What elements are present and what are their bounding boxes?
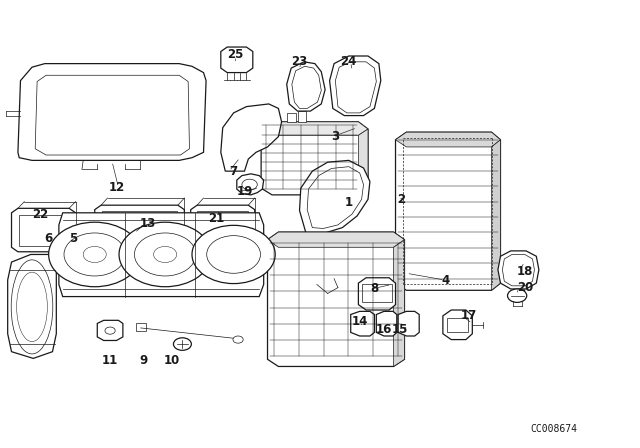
Circle shape: [49, 222, 141, 287]
Circle shape: [105, 327, 115, 334]
Polygon shape: [351, 311, 374, 336]
Text: 11: 11: [102, 354, 118, 367]
Circle shape: [64, 233, 125, 276]
Text: 3: 3: [332, 130, 340, 143]
Polygon shape: [237, 174, 264, 195]
Polygon shape: [335, 62, 376, 113]
Text: 14: 14: [351, 315, 368, 328]
Polygon shape: [197, 211, 248, 244]
Text: 8: 8: [370, 282, 378, 296]
Text: 20: 20: [517, 281, 533, 294]
Text: 7: 7: [229, 164, 237, 178]
Circle shape: [119, 222, 211, 287]
Polygon shape: [300, 160, 370, 233]
Text: 23: 23: [291, 55, 308, 69]
Circle shape: [154, 246, 177, 263]
Text: 4: 4: [442, 273, 450, 287]
Polygon shape: [396, 132, 500, 290]
Text: 2: 2: [397, 193, 405, 206]
Text: 19: 19: [237, 185, 253, 198]
Circle shape: [508, 289, 527, 302]
Polygon shape: [287, 113, 296, 122]
Polygon shape: [358, 129, 368, 195]
Polygon shape: [492, 140, 500, 290]
Text: CC008674: CC008674: [530, 424, 577, 434]
Text: 15: 15: [392, 323, 408, 336]
Polygon shape: [398, 311, 419, 336]
Polygon shape: [307, 167, 364, 228]
Polygon shape: [18, 64, 206, 160]
Polygon shape: [298, 111, 306, 122]
Polygon shape: [443, 310, 472, 340]
Circle shape: [233, 336, 243, 343]
Circle shape: [192, 225, 275, 284]
Text: 16: 16: [376, 323, 392, 336]
Polygon shape: [498, 251, 539, 289]
Text: 1: 1: [344, 196, 353, 209]
Polygon shape: [268, 232, 404, 366]
Text: 6: 6: [44, 232, 52, 245]
Polygon shape: [396, 132, 500, 147]
Polygon shape: [191, 205, 255, 252]
Circle shape: [207, 236, 260, 273]
Text: 18: 18: [517, 264, 534, 278]
Polygon shape: [376, 311, 397, 336]
Text: 22: 22: [32, 207, 48, 221]
Polygon shape: [261, 122, 368, 135]
Polygon shape: [102, 211, 177, 244]
Text: 24: 24: [340, 55, 357, 69]
Circle shape: [134, 233, 196, 276]
Polygon shape: [261, 122, 368, 195]
Text: 13: 13: [140, 216, 156, 230]
Polygon shape: [362, 284, 392, 302]
Polygon shape: [358, 278, 396, 310]
Text: 21: 21: [208, 212, 225, 225]
Polygon shape: [221, 104, 282, 171]
Polygon shape: [202, 215, 243, 241]
Polygon shape: [287, 62, 325, 111]
Circle shape: [83, 246, 106, 263]
Polygon shape: [95, 205, 184, 252]
Circle shape: [242, 179, 257, 190]
Text: 17: 17: [461, 309, 477, 323]
Text: 12: 12: [108, 181, 125, 194]
Polygon shape: [108, 215, 172, 241]
Polygon shape: [221, 47, 253, 73]
Polygon shape: [136, 323, 146, 331]
Polygon shape: [394, 240, 404, 366]
Polygon shape: [8, 254, 56, 358]
Text: 9: 9: [140, 354, 148, 367]
Polygon shape: [292, 66, 321, 108]
Text: 10: 10: [163, 354, 179, 367]
Polygon shape: [268, 232, 404, 247]
Polygon shape: [447, 318, 468, 332]
Polygon shape: [19, 215, 68, 246]
Polygon shape: [35, 75, 189, 155]
Polygon shape: [502, 254, 534, 286]
Text: 5: 5: [69, 232, 77, 245]
Polygon shape: [97, 320, 123, 340]
Polygon shape: [12, 208, 76, 252]
Polygon shape: [59, 213, 264, 297]
Text: 25: 25: [227, 48, 244, 61]
Circle shape: [173, 338, 191, 350]
Polygon shape: [330, 56, 381, 116]
